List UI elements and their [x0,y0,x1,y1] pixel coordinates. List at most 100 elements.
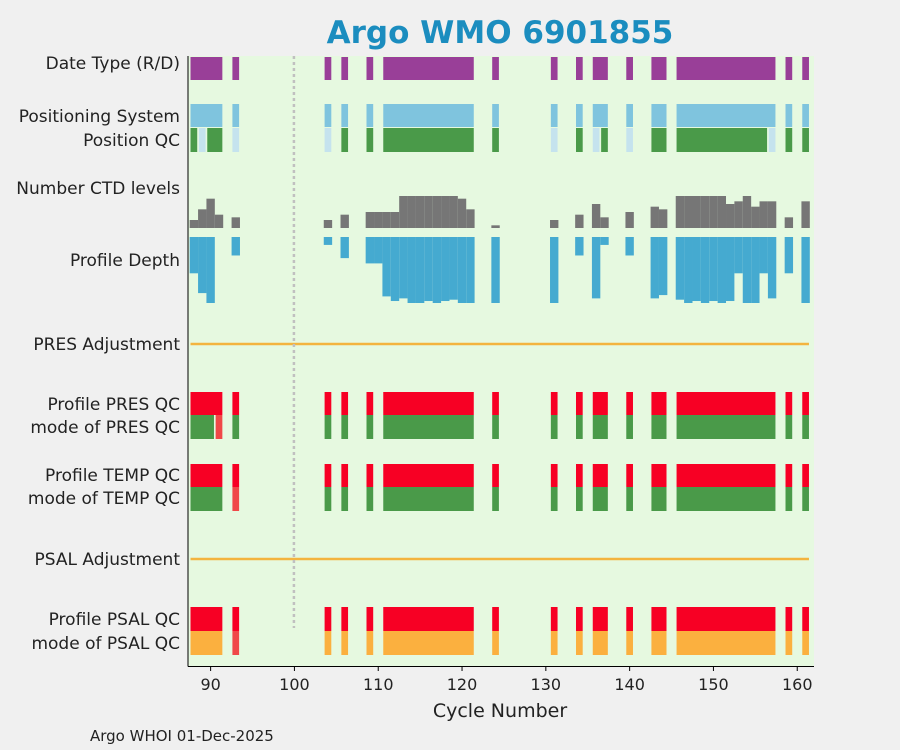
ctd-levels-bar [550,220,559,228]
profile-temp-qc-bar [592,464,608,487]
mode-temp-qc-bar [383,487,474,511]
position-qc-bar [651,128,667,152]
mode-temp-qc-bar [802,487,809,511]
x-tick-label: 140 [614,675,645,694]
profile-pres-qc-bar [366,392,374,415]
mode-psal-qc-bar [576,631,583,655]
mode-pres-qc-bar [651,415,667,439]
ctd-levels-bar [374,212,383,228]
row-label-positioning-system: Positioning System [19,107,180,127]
profile-depth-bar [759,237,768,274]
mode-psal-qc-bar [785,631,793,655]
profile-depth-bar [382,237,391,297]
profile-psal-qc-bar [550,607,558,631]
profile-depth-bar [340,237,349,259]
mode-temp-qc-bar [190,487,223,511]
row-label-mode-temp-qc: mode of TEMP QC [28,489,180,509]
position-qc-bar [492,128,499,152]
profile-psal-qc-bar [341,607,349,631]
profile-depth-bar [323,237,333,245]
profile-pres-qc-bar [802,392,809,415]
mode-psal-qc-bar [232,631,240,655]
chart-marks [189,56,810,655]
ctd-levels-bar [591,204,601,228]
row-label-date-type: Date Type (R/D) [46,54,180,74]
row-label-psal-adjustment: PSAL Adjustment [35,550,181,570]
positioning-system-bar [651,104,667,127]
positioning-system-bar [190,104,223,127]
ctd-levels-bar [214,214,224,228]
position-qc-bar [550,128,558,152]
profile-pres-qc-bar [492,392,499,415]
mode-pres-qc-bar [785,415,793,439]
profile-psal-qc-bar [676,607,776,631]
mode-temp-qc-bar [785,487,793,511]
profile-depth-bar [700,237,710,303]
ctd-levels-bar [491,225,500,228]
positioning-system-bar [366,104,374,127]
profile-depth-bar [767,237,777,299]
ctd-levels-bar [432,196,442,228]
position-qc-bar [324,128,332,152]
ctd-levels-bar [767,201,777,228]
profile-depth-bar [206,237,215,303]
ctd-levels-bar [759,201,768,228]
date-type-bar [324,57,332,80]
mode-psal-qc-bar [626,631,633,655]
position-qc-bar [341,128,349,152]
profile-psal-qc-bar [492,607,499,631]
mode-pres-qc-bar [592,415,608,439]
profile-depth-bar [675,237,685,300]
ctd-levels-bar [709,196,718,228]
mode-psal-qc-bar [341,631,349,655]
profile-depth-bar [692,237,701,302]
mode-pres-qc-bar [676,415,776,439]
profile-temp-qc-bar [651,464,667,487]
ctd-levels-bar [650,206,659,228]
position-qc-bar [576,128,583,152]
position-qc-bar [626,128,633,152]
row-label-mode-pres-qc: mode of PRES QC [30,418,180,438]
profile-psal-qc-bar [232,607,240,631]
profile-depth-bar [625,237,634,256]
profile-temp-qc-bar [802,464,809,487]
positioning-system-bar [550,104,558,127]
profile-depth-bar [374,237,383,264]
mode-pres-qc-bar [190,415,214,439]
mode-pres-qc-bar [341,415,349,439]
profile-depth-bar [575,237,584,256]
position-qc-bar [768,128,776,152]
position-qc-bar [198,128,206,152]
mode-psal-qc-bar [651,631,667,655]
chart-title: Argo WMO 6901855 [327,15,674,51]
positioning-system-bar [341,104,349,127]
ctd-levels-bar [684,196,693,228]
plot-area [188,56,814,666]
mode-psal-qc-bar [592,631,608,655]
mode-pres-qc-bar [324,415,332,439]
profile-depth-bar [189,237,199,274]
profile-temp-qc-bar [341,464,349,487]
row-label-mode-psal-qc: mode of PSAL QC [31,634,180,654]
mode-temp-qc-bar [341,487,349,511]
mode-temp-qc-bar [492,487,499,511]
ctd-levels-bar [692,196,701,228]
profile-pres-qc-bar [341,392,349,415]
profile-psal-qc-bar [366,607,374,631]
profile-temp-qc-bar [676,464,776,487]
profile-depth-bar [684,237,693,303]
ctd-levels-bar [198,209,207,228]
positioning-system-bar [592,104,608,127]
profile-pres-qc-bar [324,392,332,415]
ctd-levels-bar [407,196,416,228]
ctd-levels-bar [734,201,743,228]
profile-depth-bar [231,237,240,256]
ctd-levels-bar [625,212,634,228]
profile-pres-qc-bar [576,392,583,415]
ctd-levels-bar [365,212,375,228]
profile-temp-qc-bar [550,464,558,487]
row-label-number-ctd-levels: Number CTD levels [16,179,180,199]
positioning-system-bar [802,104,809,127]
profile-depth-bar [390,237,400,302]
x-tick-label: 130 [531,675,562,694]
